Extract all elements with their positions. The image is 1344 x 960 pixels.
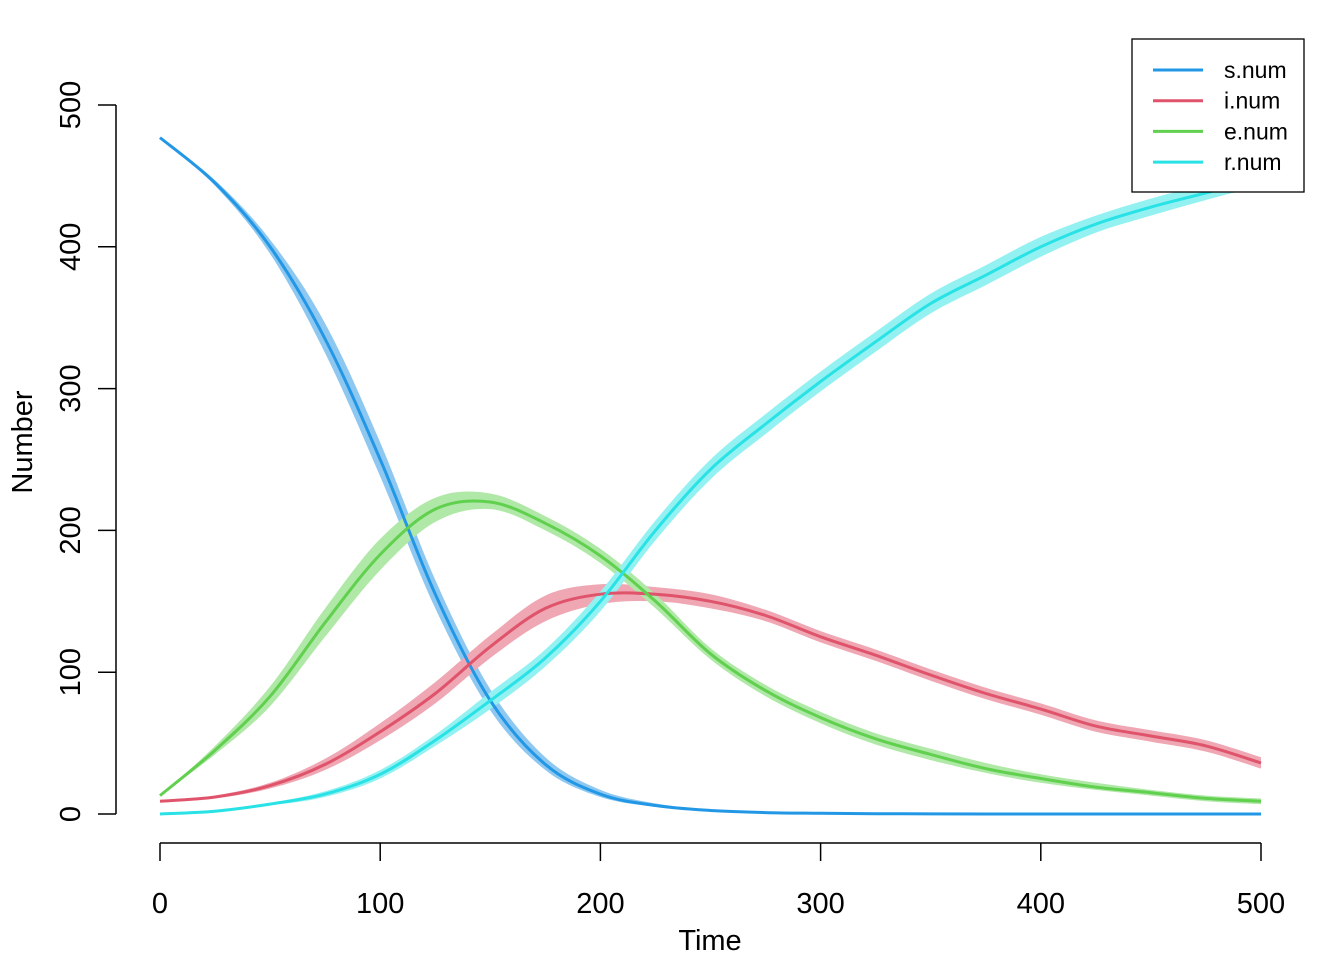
confidence-bands [160,137,1261,815]
legend: s.num i.num e.num r.num [1131,38,1305,193]
band-r-num [160,171,1261,815]
x-tick-label: 100 [356,888,404,920]
legend-box [1131,38,1305,193]
y-tick-label: 400 [55,223,87,271]
x-tick-label: 400 [1017,888,1065,920]
x-tick-label: 500 [1237,888,1285,920]
x-tick-label: 300 [796,888,844,920]
line-i-num [159,591,1262,803]
band-s-num [160,137,1261,815]
y-axis: 0 100 200 300 400 500 [55,81,117,822]
line-s-num [159,136,1261,816]
legend-label-r-num: r.num [1224,149,1282,175]
series-lines [159,136,1262,816]
x-tick-label: 200 [576,888,624,920]
band-e-num [160,491,1261,805]
y-tick-label: 100 [55,648,87,696]
y-axis-title: Number [7,390,39,493]
x-tick-label: 0 [152,888,168,920]
y-tick-label: 300 [55,364,87,412]
y-tick-label: 0 [55,806,87,822]
x-axis: 0 100 200 300 400 500 [152,842,1285,920]
legend-label-s-num: s.num [1224,57,1287,83]
y-tick-label: 500 [55,81,87,129]
line-e-num [159,499,1262,803]
x-axis-title: Time [678,925,741,957]
legend-label-e-num: e.num [1224,118,1288,144]
line-r-num [159,177,1262,816]
legend-label-i-num: i.num [1224,88,1280,114]
y-tick-label: 200 [55,506,87,554]
